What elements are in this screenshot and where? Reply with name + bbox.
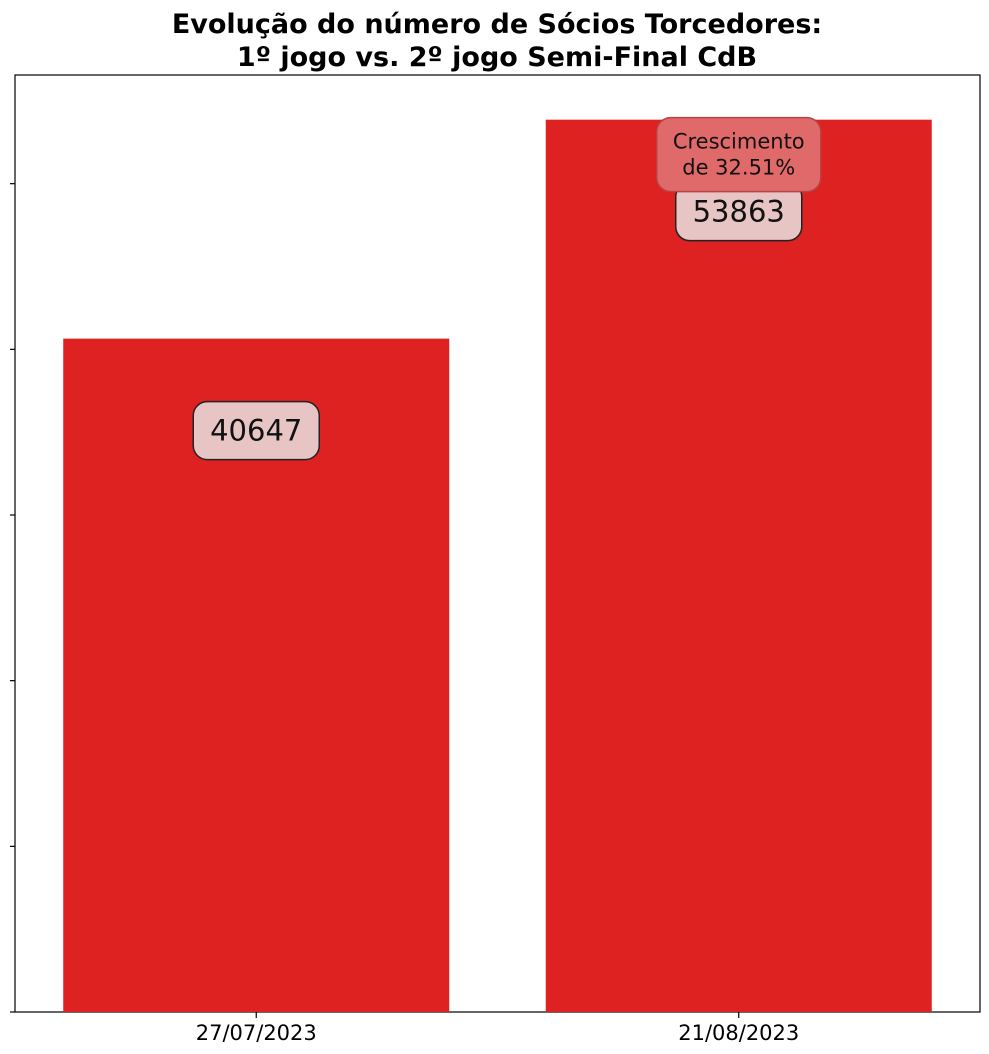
chart-title-line-2: 1º jogo vs. 2º jogo Semi-Final CdB: [237, 42, 757, 73]
chart-title-line-1: Evolução do número de Sócios Torcedores:: [172, 9, 822, 40]
value-label-2: 53863: [693, 195, 785, 229]
value-label-1: 40647: [210, 414, 302, 448]
x-tick-label-1: 27/07/2023: [196, 1021, 317, 1045]
value-label-box-1: [192, 400, 320, 461]
chart-title: Evolução do número de Sócios Torcedores:…: [172, 9, 822, 73]
plot-frame: [14, 74, 981, 1013]
bar-2: [545, 119, 932, 1012]
x-tick-label-2: 21/08/2023: [678, 1021, 799, 1045]
growth-annotation-line-1: Crescimento: [673, 130, 805, 154]
growth-annotation-line-2: de 32.51%: [682, 156, 795, 180]
growth-annotation-box: [656, 116, 822, 193]
plot-area: 27/07/2023 40647 21/08/2023 53863 Cresciment…: [10, 74, 981, 1045]
